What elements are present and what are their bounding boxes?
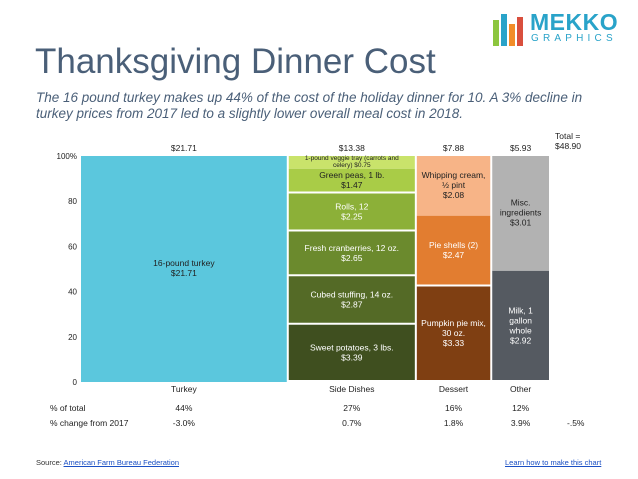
segment-label: Fresh cranberries, 12 oz. $2.65 [305,243,399,263]
segment-bar [492,156,549,271]
segment-label: Cubed stuffing, 14 oz. $2.87 [311,289,394,309]
segment-bar [288,231,415,275]
segment-bar [81,156,287,382]
total-change-value: -.5% [567,418,585,428]
segment-label: Pumpkin pie mix, 30 oz. $3.33 [421,318,486,348]
y-tick-label: 60 [68,242,77,251]
pct-change-value: 0.7% [342,418,362,428]
y-tick-label: 80 [68,197,77,206]
category-label: Turkey [171,384,197,394]
pct-of-total-row-label: % of total [50,403,86,413]
pct-change-value: 1.8% [444,418,464,428]
segment-bar [288,193,415,230]
segment-bar [288,168,415,192]
segment-label: Milk, 1 gallon whole $2.92 [508,305,533,345]
segment-bar [288,156,415,169]
page-title: Thanksgiving Dinner Cost [35,42,436,81]
source-note: Source: American Farm Bureau Federation [36,458,179,467]
y-tick-label: 20 [68,333,77,342]
column-total-label: $21.71 [171,143,197,153]
segment-label: 1-pound veggie tray (carrots and celery) … [305,155,399,169]
segment-label: Rolls, 12 $2.25 [335,201,368,221]
y-tick-label: 0 [73,378,78,387]
segment-label: Whipping cream, ½ pint $2.08 [422,170,486,200]
pct-of-total-value: 12% [512,403,529,413]
segment-bar [416,286,491,380]
segment-label: Sweet potatoes, 3 lbs. $3.39 [310,342,394,362]
pct-of-total-value: 44% [175,403,192,413]
segment-label: Green peas, 1 lb. $1.47 [319,170,384,190]
segment-bar [288,276,415,323]
pct-of-total-value: 27% [343,403,360,413]
segment-bar [288,324,415,380]
logo-wordmark: MEKKO [530,9,619,35]
grand-total-label: Total = $48.90 [555,131,581,151]
category-label: Other [510,384,531,394]
column-total-label: $13.38 [339,143,365,153]
how-to-link[interactable]: Learn how to make this chart [505,458,602,467]
pct-of-total-value: 16% [445,403,462,413]
pct-change-row-label: % change from 2017 [50,418,129,428]
segment-label: Misc. ingredients $3.01 [500,197,542,227]
column-total-label: $5.93 [510,143,532,153]
logo-subtext: GRAPHICS [531,33,617,44]
mekko-logo-icon [493,14,525,46]
y-tick-label: 100% [57,152,77,161]
segment-label: 16-pound turkey $21.71 [153,258,215,278]
column-total-label: $7.88 [443,143,465,153]
category-label: Side Dishes [329,384,374,394]
source-link[interactable]: American Farm Bureau Federation [63,458,179,467]
segment-bar [492,270,549,380]
pct-change-value: -3.0% [173,418,196,428]
segment-bar [416,215,491,285]
segment-label: Pie shells (2) $2.47 [429,240,478,260]
page-subtitle: The 16 pound turkey makes up 44% of the … [36,90,583,121]
segment-bar [416,156,491,216]
category-label: Dessert [439,384,469,394]
y-tick-label: 40 [68,288,77,297]
source-prefix: Source: [36,458,64,467]
pct-change-value: 3.9% [511,418,531,428]
